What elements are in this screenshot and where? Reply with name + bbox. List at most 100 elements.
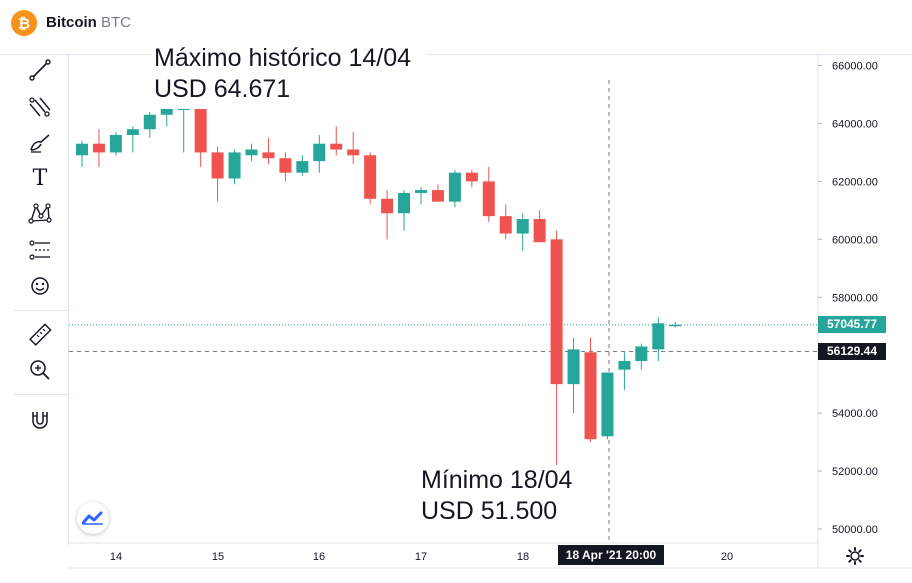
- brush-icon[interactable]: [23, 127, 57, 157]
- chart-header: ₿ Bitcoin BTC: [0, 0, 912, 46]
- candle: [279, 152, 292, 182]
- candle: [126, 126, 139, 153]
- candle-body: [550, 239, 563, 385]
- candle: [194, 106, 207, 167]
- candle: [533, 210, 546, 243]
- candle: [245, 143, 258, 162]
- candle-body: [415, 190, 427, 193]
- candle-body: [499, 216, 512, 234]
- candle-body: [652, 323, 665, 350]
- candle: [381, 190, 394, 240]
- candle: [550, 230, 563, 469]
- candle-body: [618, 360, 631, 370]
- tradingview-logo-icon[interactable]: [77, 502, 109, 534]
- emoji-icon[interactable]: [23, 271, 57, 301]
- candle-body: [516, 219, 529, 234]
- candle-body: [482, 181, 495, 217]
- candle-body: [177, 108, 190, 110]
- trend-line-icon[interactable]: [23, 55, 57, 85]
- candle: [76, 140, 88, 167]
- candle-body: [669, 324, 682, 327]
- ruler-icon[interactable]: [23, 320, 57, 350]
- last-price-tag: 57045.77: [818, 316, 886, 333]
- candle-body: [160, 106, 173, 115]
- candle: [482, 166, 495, 222]
- ath-label-line2: USD 64.671: [154, 75, 291, 103]
- x-tick-label: 17: [415, 551, 427, 563]
- crosshair-price-tag: 56129.44: [818, 343, 886, 360]
- candle: [296, 155, 309, 176]
- candle: [330, 126, 343, 156]
- candle-body: [313, 143, 326, 162]
- x-tick-label: 18: [517, 551, 529, 563]
- candle: [313, 135, 326, 173]
- candle: [228, 149, 241, 185]
- candle-body: [601, 372, 614, 437]
- zoom-in-icon[interactable]: [23, 355, 57, 385]
- settings-gear-icon[interactable]: [845, 546, 865, 566]
- candle-body: [228, 152, 241, 179]
- toolbar-divider: [14, 394, 68, 395]
- low-annotation: Mínimo 18/04 USD 51.500: [419, 465, 585, 529]
- magnet-icon[interactable]: [23, 405, 57, 435]
- candle: [652, 317, 665, 361]
- forecast-icon[interactable]: [23, 235, 57, 265]
- candle-body: [109, 135, 122, 153]
- candle-body: [567, 349, 580, 385]
- drawing-toolbar: T: [14, 55, 69, 545]
- candle-body: [92, 143, 105, 153]
- candle: [211, 146, 224, 202]
- candle: [262, 137, 275, 164]
- low-label-line2: USD 51.500: [421, 497, 558, 525]
- symbol-title: Bitcoin: [46, 14, 97, 31]
- candle: [567, 337, 580, 414]
- x-tick-label: 20: [721, 551, 733, 563]
- symbol-ticker: BTC: [101, 14, 131, 31]
- y-tick-label: 54000.00: [832, 408, 878, 420]
- ath-label-line1: Máximo histórico 14/04: [154, 44, 412, 72]
- candle-body: [262, 152, 275, 159]
- candle-body: [126, 129, 139, 136]
- candle: [516, 213, 529, 251]
- x-tick-label: 16: [313, 551, 325, 563]
- candle: [499, 204, 512, 240]
- x-tick-label: 14: [110, 551, 122, 563]
- candle-body: [330, 143, 343, 150]
- candle-body: [465, 172, 478, 182]
- pattern-icon[interactable]: [23, 198, 57, 228]
- crosshair-time-badge: 18 Apr '21 20:00: [558, 545, 664, 565]
- candle-body: [76, 143, 88, 156]
- candle-body: [245, 149, 258, 156]
- candle-body: [448, 172, 461, 202]
- candle: [347, 132, 360, 164]
- candle: [143, 111, 156, 138]
- svg-text:₿: ₿: [18, 15, 30, 33]
- low-label-line1: Mínimo 18/04: [421, 466, 573, 494]
- candle-body: [279, 158, 292, 173]
- y-tick-label: 64000.00: [832, 118, 878, 130]
- candle: [584, 337, 597, 443]
- candle-body: [347, 149, 360, 156]
- candle-body: [194, 108, 207, 153]
- candle: [415, 187, 427, 205]
- candle-body: [364, 155, 377, 199]
- text-icon[interactable]: T: [32, 165, 48, 191]
- candle: [618, 352, 631, 390]
- candle-body: [381, 198, 394, 214]
- candle-body: [635, 346, 648, 361]
- y-tick-label: 60000.00: [832, 234, 878, 246]
- candle: [431, 184, 444, 202]
- x-tick-label: 15: [212, 551, 224, 563]
- candle-body: [398, 192, 411, 214]
- y-tick-label: 52000.00: [832, 466, 878, 478]
- candle-body: [431, 190, 444, 202]
- candle: [669, 321, 682, 328]
- candle-body: [211, 152, 224, 179]
- y-tick-label: 50000.00: [832, 524, 878, 536]
- fib-retracement-icon[interactable]: [23, 92, 57, 122]
- candle: [109, 132, 122, 156]
- candle: [448, 169, 461, 208]
- candle: [601, 372, 614, 440]
- y-tick-label: 66000.00: [832, 61, 878, 73]
- candle: [364, 152, 377, 205]
